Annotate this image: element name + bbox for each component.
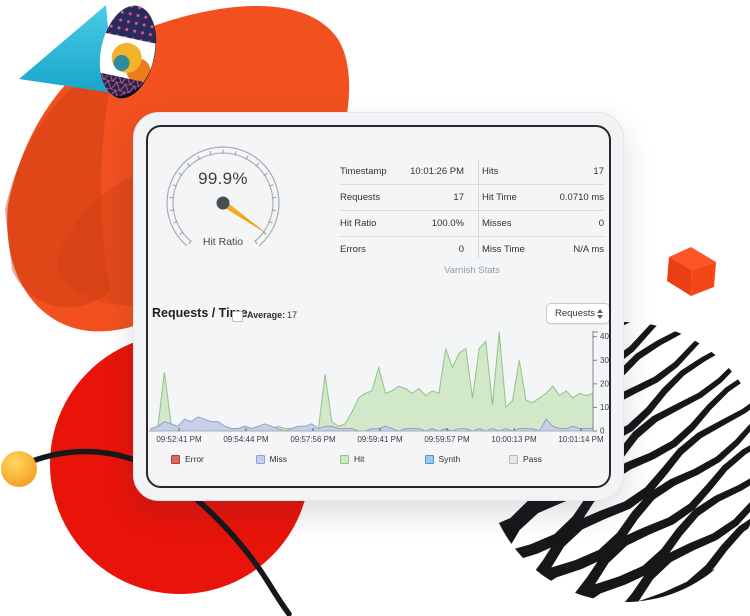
- zebra-stripe: [485, 379, 750, 602]
- select-stepper-icon: [597, 308, 604, 320]
- legend-chip-pass: [509, 454, 518, 464]
- stat-value: 17: [532, 159, 604, 185]
- table-divider: [478, 160, 479, 258]
- legend-chip-synth: [424, 454, 434, 464]
- zebra-stripe: [485, 322, 750, 602]
- gauge-tick: [197, 155, 201, 160]
- cyan-triangle-shape: [19, 5, 114, 93]
- average-checkbox[interactable]: [232, 311, 243, 322]
- zebra-stripe: [485, 322, 750, 581]
- chart-section-title: Requests / Time: [152, 306, 248, 320]
- series-area-hit: [150, 331, 594, 432]
- average-value: 17: [287, 310, 298, 320]
- gauge-tick: [186, 162, 191, 167]
- gauge-arc-svg: [166, 146, 280, 247]
- gauge-tick: [255, 162, 260, 167]
- orange-blob-texture: [5, 60, 115, 308]
- chart-legend: Error Miss Hit Synth Pass: [148, 452, 609, 468]
- gauge-tick: [173, 220, 178, 224]
- gauge-label: Hit Ratio: [202, 236, 244, 248]
- gauge-center-dot: [216, 196, 230, 210]
- gauge-tick: [271, 209, 277, 211]
- x-tick-label: 10:00:13 PM: [491, 435, 537, 444]
- x-tick-label: 09:52:41 PM: [156, 435, 202, 444]
- orange-cube-shape: [667, 247, 716, 296]
- gauge-tick: [254, 240, 258, 245]
- stat-value: 100.0%: [402, 211, 474, 237]
- legend-label: Error: [185, 454, 204, 464]
- gauge-tick: [268, 184, 274, 187]
- legend-label: Miss: [269, 454, 287, 464]
- y-tick-label: 0: [600, 427, 605, 436]
- black-curve-line: [17, 448, 292, 616]
- gauge-tick: [169, 209, 175, 211]
- gauge-tick: [179, 231, 184, 235]
- gauge-needle: [221, 200, 268, 234]
- stat-key: Errors: [340, 244, 366, 255]
- stat-key: Hits: [474, 159, 532, 185]
- metric-select-value: Requests: [555, 308, 596, 319]
- legend-chip-hit: [340, 454, 349, 464]
- stats-caption: Varnish Stats: [444, 265, 500, 276]
- gauge-tick: [209, 150, 212, 156]
- gauge-tick: [263, 172, 268, 177]
- varnish-stats-table: Timestamp 10:01:26 PM Hits 17 Requests 1…: [340, 159, 604, 276]
- y-tick-label: 40: [600, 332, 609, 341]
- yellow-ball-shape: [1, 451, 37, 487]
- legend-item-synth[interactable]: Synth: [424, 452, 461, 466]
- stat-key: Hit Ratio: [340, 211, 402, 237]
- stat-value: 0.0710 ms: [532, 185, 604, 211]
- x-tick-label: 09:57:56 PM: [290, 435, 336, 444]
- legend-label: Pass: [523, 454, 542, 464]
- gauge-tick: [178, 172, 183, 177]
- x-tick-label: 09:59:57 PM: [424, 435, 470, 444]
- metric-select[interactable]: Requests: [546, 303, 609, 324]
- y-tick-label: 20: [600, 379, 609, 388]
- y-tick-label: 10: [600, 403, 609, 412]
- gauge-tick: [268, 220, 273, 224]
- gauge-tick: [245, 155, 249, 160]
- stat-value: 0: [532, 211, 604, 237]
- stat-value: N/A ms: [573, 244, 604, 255]
- legend-label: Synth: [438, 454, 461, 464]
- tablet-frame: 99.9% Hit Ratio Timestamp 10:01:26 PM Hi…: [133, 112, 624, 501]
- legend-chip-miss: [255, 454, 265, 464]
- series-area-miss: [150, 416, 594, 432]
- legend-item-miss[interactable]: Miss: [255, 452, 287, 466]
- gauge-tick: [188, 240, 192, 245]
- chart-svg: 0 10 20 30 40 09:52:41 PM 09:54:44 PM 09:57:56 …: [149, 331, 609, 444]
- gauge-tick: [262, 231, 267, 235]
- legend-item-pass[interactable]: Pass: [509, 452, 542, 466]
- gauge-tick: [234, 150, 237, 156]
- stat-key: Hit Time: [474, 185, 532, 211]
- dashboard-screen: 99.9% Hit Ratio Timestamp 10:01:26 PM Hi…: [146, 125, 611, 488]
- y-tick-label: 30: [600, 356, 609, 365]
- stat-key: Requests: [340, 185, 402, 211]
- legend-label: Hit: [354, 454, 365, 464]
- stat-value: 10:01:26 PM: [402, 159, 474, 185]
- x-tick-label: 09:54:44 PM: [223, 435, 269, 444]
- requests-time-chart: 0 10 20 30 40 09:52:41 PM 09:54:44 PM 09:57:56 …: [148, 325, 609, 449]
- gauge-tick: [172, 184, 178, 187]
- stat-key: Misses: [474, 211, 532, 237]
- x-tick-label: 09:59:41 PM: [357, 435, 403, 444]
- stat-value: 0: [458, 244, 464, 255]
- average-label: Average:: [247, 310, 286, 320]
- stat-key: Timestamp: [340, 159, 402, 185]
- stat-value: 17: [402, 185, 474, 211]
- legend-item-hit[interactable]: Hit: [340, 452, 364, 466]
- legend-chip-error: [171, 454, 180, 464]
- stat-key: Miss Time: [482, 244, 525, 255]
- x-tick-label: 10:01:14 PM: [558, 435, 604, 444]
- legend-item-error[interactable]: Error: [171, 452, 204, 466]
- hit-ratio-gauge: 99.9% Hit Ratio: [148, 139, 298, 257]
- gauge-value: 99.9%: [198, 169, 248, 188]
